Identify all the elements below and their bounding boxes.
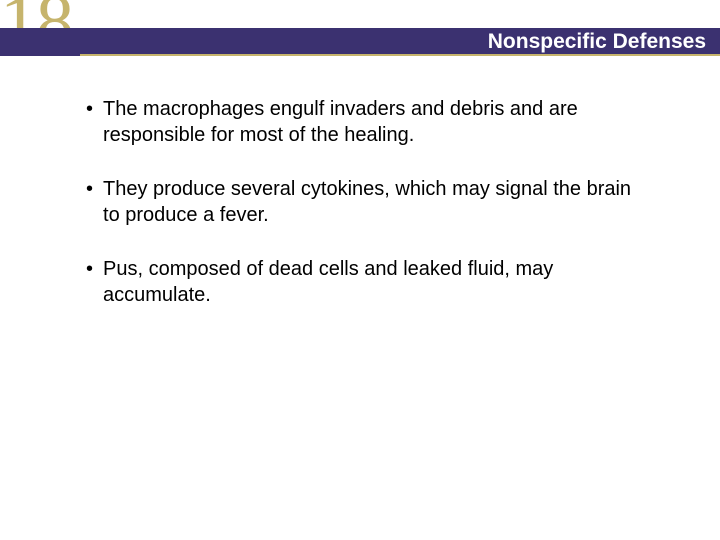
slide-title: Nonspecific Defenses [0,28,720,56]
bullet-mark-icon: • [86,176,93,228]
bullet-mark-icon: • [86,96,93,148]
bullet-item: • They produce several cytokines, which … [86,176,640,228]
bullet-text: They produce several cytokines, which ma… [103,176,640,228]
bullet-text: Pus, composed of dead cells and leaked f… [103,256,640,308]
slide-header: 18 Nonspecific Defenses [0,0,720,56]
slide-body: • The macrophages engulf invaders and de… [0,56,720,308]
bullet-item: • Pus, composed of dead cells and leaked… [86,256,640,308]
bullet-mark-icon: • [86,256,93,308]
bullet-item: • The macrophages engulf invaders and de… [86,96,640,148]
bullet-text: The macrophages engulf invaders and debr… [103,96,640,148]
title-underline [80,54,720,56]
